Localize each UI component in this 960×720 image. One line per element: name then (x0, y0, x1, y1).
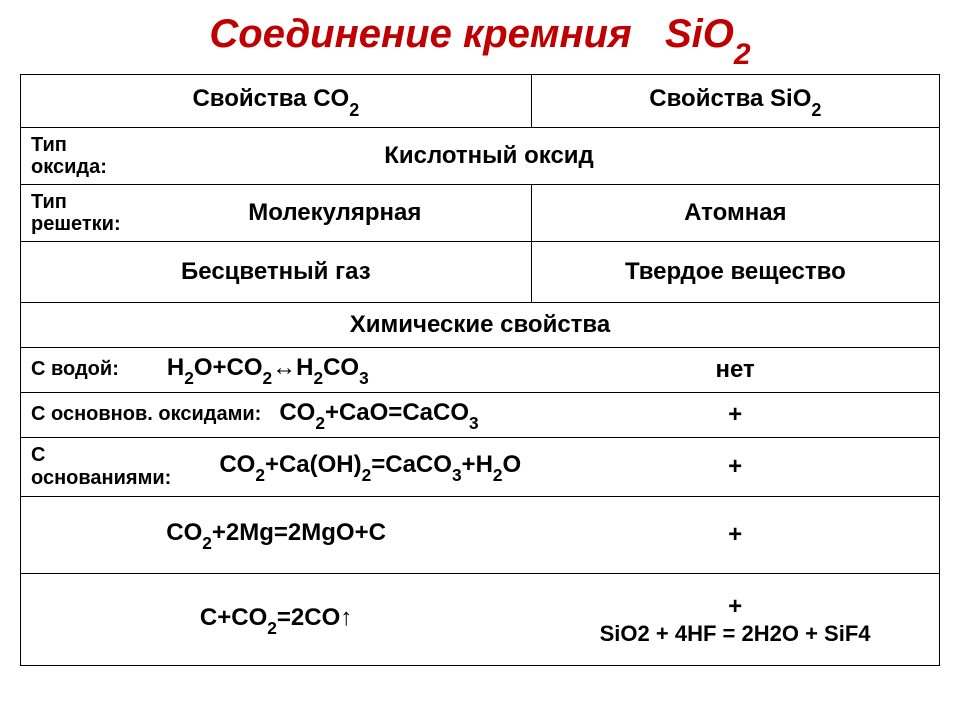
value-c-sio2: + (531, 593, 939, 621)
eq-mg: CO2+2Mg=2MgO+C (21, 497, 531, 573)
eq-c: C+CO2=2CO↑ (21, 574, 531, 666)
row-oxide-type: Тип оксида: Кислотный оксид (21, 128, 939, 184)
eq-basic-oxides: CO2+CaO=CaCO3 (279, 399, 478, 431)
row-water: С водой: H2O+CO2↔H2CO3 (21, 348, 531, 392)
value-mg-sio2: + (531, 503, 939, 567)
header-sio2: Свойства SiO2 (532, 75, 939, 127)
label-lattice: Тип решетки: (31, 191, 131, 235)
title-formula: SiO2 (665, 12, 751, 56)
comparison-table: Свойства CO2 Свойства SiO2 Тип оксида: К… (20, 74, 940, 666)
label-basic-oxides: С основнов. оксидами: (31, 403, 261, 426)
label-bases: С основаниями: (31, 444, 171, 490)
header-chem-props: Химические свойства (21, 303, 939, 347)
eq-water: H2O+CO2↔H2CO3 (167, 354, 369, 386)
title-text: Соединение кремния (209, 12, 631, 56)
value-state-co2: Бесцветный газ (21, 242, 531, 302)
eq-bases: CO2+Ca(OH)2=CaCO3+H2O (219, 451, 521, 483)
value-basic-oxides-sio2: + (531, 393, 939, 437)
slide-title: Соединение кремния SiO2 (0, 0, 960, 74)
row-bases: С основаниями: CO2+Ca(OH)2=CaCO3+H2O (21, 438, 531, 496)
label-water: С водой: (31, 358, 119, 381)
row-lattice-co2: Тип решетки: Молекулярная (21, 185, 531, 241)
value-state-sio2: Твердое вещество (532, 242, 939, 302)
value-oxide-type: Кислотный оксид (49, 142, 929, 170)
value-lattice-co2: Молекулярная (149, 199, 521, 227)
value-lattice-sio2: Атомная (532, 191, 939, 235)
row-basic-oxides: С основнов. оксидами: CO2+CaO=CaCO3 (21, 393, 531, 437)
value-bases-sio2: + (531, 445, 939, 489)
header-co2: Свойства CO2 (21, 75, 531, 127)
value-water-sio2: нет (531, 348, 939, 392)
eq-hf: SiO2 + 4HF = 2H2O + SiF4 (531, 621, 939, 647)
